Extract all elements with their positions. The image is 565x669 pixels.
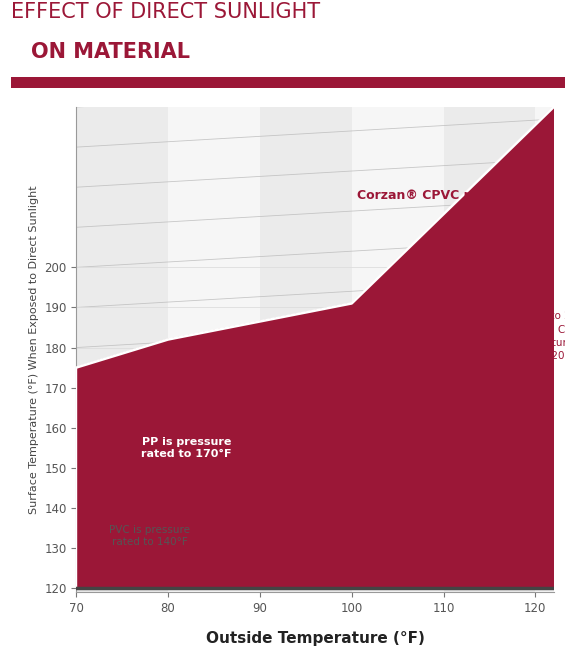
Polygon shape [76, 107, 554, 588]
Text: PVC is pressure
rated to 140°F: PVC is pressure rated to 140°F [109, 524, 190, 547]
Polygon shape [76, 508, 554, 588]
Bar [168, 107, 260, 592]
Text: PVC pipe (painted white): PVC pipe (painted white) [314, 533, 489, 547]
Bar [260, 107, 352, 592]
Text: PP pipe (green): PP pipe (green) [380, 474, 489, 486]
Y-axis label: Surface Temperature (°F) When Exposed to Direct Sunlight: Surface Temperature (°F) When Exposed to… [29, 185, 38, 514]
Polygon shape [76, 308, 554, 588]
Bar [536, 107, 554, 592]
X-axis label: Outside Temperature (°F): Outside Temperature (°F) [206, 632, 424, 646]
Text: Corzan® CPVC pipe: Corzan® CPVC pipe [357, 189, 494, 202]
Text: ON MATERIAL: ON MATERIAL [31, 42, 190, 62]
Bar [76, 107, 168, 592]
Bar [11, 77, 565, 88]
Text: PP is pressure
rated to 170°F: PP is pressure rated to 170°F [141, 437, 232, 459]
Bar [444, 107, 536, 592]
Text: Corzan® CPVC is pressure rated up to 200°F
The surface temperature of Corzan® CP: Corzan® CPVC is pressure rated up to 200… [361, 312, 565, 374]
Bar [352, 107, 444, 592]
Text: EFFECT OF DIRECT SUNLIGHT: EFFECT OF DIRECT SUNLIGHT [11, 2, 320, 22]
